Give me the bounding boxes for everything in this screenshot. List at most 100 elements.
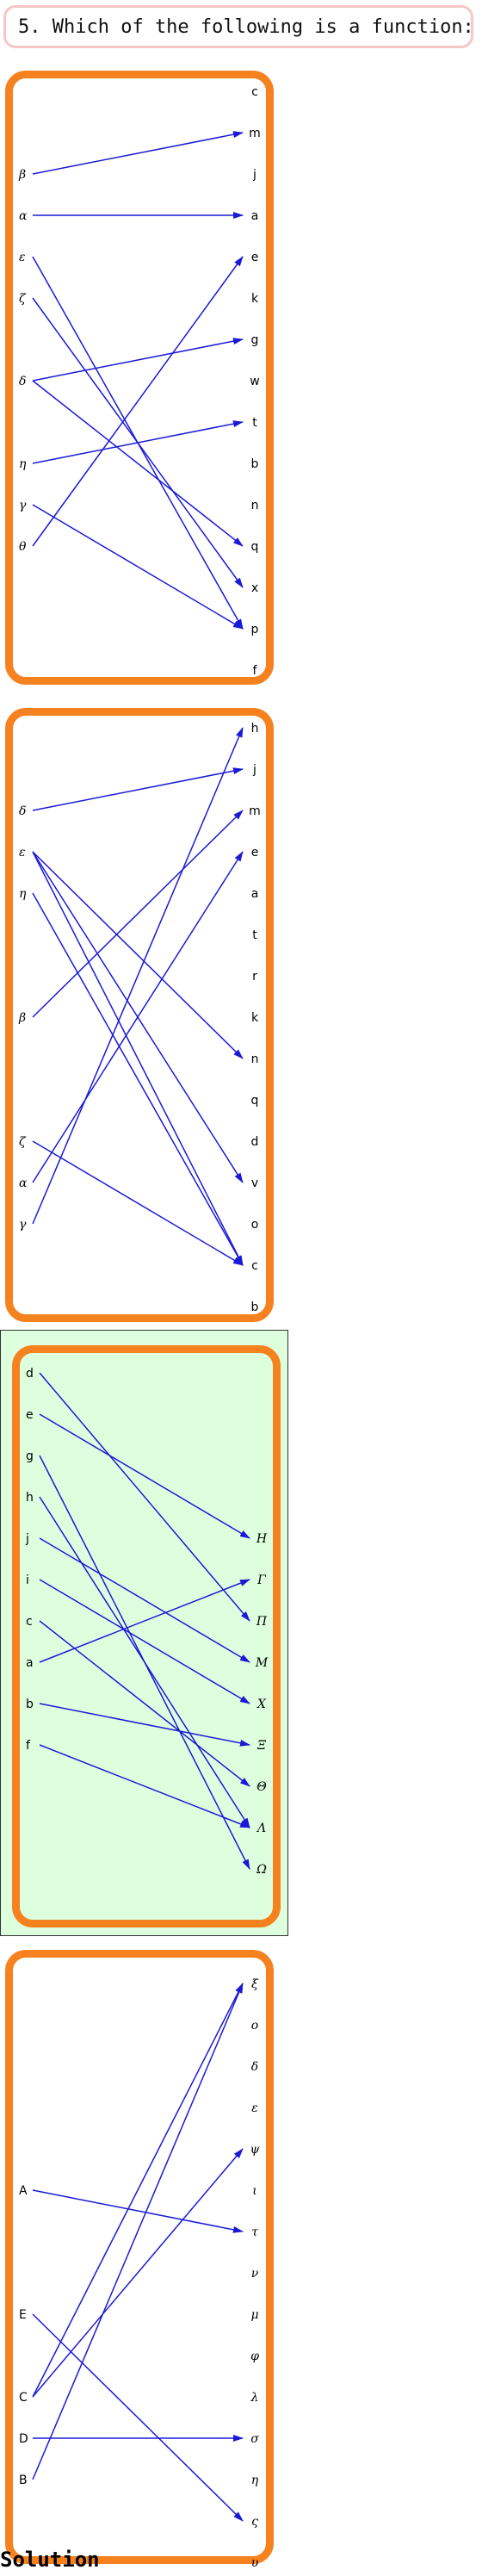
option-3-codomain-label: Ξ (256, 1739, 266, 1753)
option-4-mapping-arrow (32, 1983, 244, 2480)
option-1-codomain-label: f (253, 664, 258, 678)
option-2-mapping-arrow (32, 851, 244, 1183)
option-4-codomain-label: τ (251, 2225, 258, 2239)
option-2-codomain-label: t (252, 928, 257, 942)
option-3-domain-label: g (26, 1449, 34, 1463)
option-1-mapping-arrow (32, 256, 244, 547)
option-2-mapping-arrow (32, 810, 244, 1018)
option-2-codomain-label: j (252, 763, 256, 777)
option-3-domain-label: j (25, 1532, 29, 1546)
option-3-panel[interactable] (12, 1345, 281, 1927)
option-3-mapping-arrow (39, 1703, 250, 1747)
option-1-codomain-label: q (251, 540, 259, 554)
option-2-codomain-label: m (249, 804, 261, 818)
option-4-codomain-label: ψ (250, 2143, 261, 2157)
option-3-codomain-label: Μ (255, 1656, 269, 1670)
option-1-codomain-label: x (251, 581, 258, 595)
option-1-mapping-arrow (32, 380, 244, 547)
option-4-codomain-label: υ (251, 2556, 259, 2570)
option-4-codomain-label: φ (250, 2349, 259, 2363)
option-2-codomain-label: a (251, 887, 259, 901)
option-4-codomain-label: ε (251, 2101, 258, 2115)
option-2-domain-label: α (19, 1176, 28, 1190)
option-3-domain-label: c (26, 1615, 33, 1629)
option-1-panel[interactable] (5, 71, 274, 685)
option-2-mapping-arrow (32, 892, 244, 1266)
option-3-mapping-arrow (39, 1579, 250, 1663)
option-1-domain-label: η (19, 457, 27, 471)
option-4-codomain-label: δ (251, 2060, 258, 2074)
option-1-codomain-label: a (251, 209, 259, 223)
option-1-codomain-label: j (252, 168, 256, 182)
option-1-codomain-label: g (251, 333, 259, 347)
option-4-mapping-arrow (32, 2313, 244, 2522)
option-2-codomain-label: c (251, 1259, 258, 1273)
option-1-codomain-label: t (252, 416, 257, 430)
option-3-codomain-label: Θ (256, 1780, 267, 1794)
option-3-mapping-arrow (39, 1496, 250, 1828)
option-3-domain-label: e (26, 1408, 34, 1422)
option-3-mapping-arrow (39, 1620, 250, 1787)
option-2-codomain-label: n (251, 1052, 259, 1066)
option-3-codomain-label: Π (256, 1615, 268, 1629)
option-1-codomain-label: e (251, 251, 259, 264)
option-2-mapping-arrow (32, 727, 244, 1225)
option-2-domain-label: γ (19, 1218, 27, 1232)
option-1-domain-label: δ (19, 375, 26, 388)
option-1-domain-label: α (19, 209, 28, 223)
option-4-mapping-arrow (32, 2189, 244, 2233)
option-3-domain-label: d (26, 1367, 34, 1381)
option-4-mapping-arrow (32, 1983, 244, 2398)
option-1-domain-label: ζ (19, 292, 27, 306)
option-1-mapping-arrow (32, 131, 244, 175)
option-2-domain-label: η (19, 887, 27, 901)
solution-highlight (0, 1330, 288, 1936)
option-2-codomain-label: q (251, 1094, 259, 1108)
option-2-codomain-label: r (252, 970, 257, 984)
option-1-mapping-arrow (32, 504, 244, 630)
option-2-domain-label: ε (19, 846, 26, 860)
option-1-codomain-label: w (250, 375, 259, 388)
option-3-codomain-label: Γ (256, 1574, 267, 1587)
option-1-codomain-label: b (251, 457, 259, 471)
option-4-codomain-label: σ (250, 2432, 259, 2446)
option-4-codomain-label: ς (251, 2515, 258, 2529)
option-2-domain-label: δ (19, 804, 26, 818)
question-text: 5. Which of the following is a function: (3, 5, 474, 48)
option-4-domain-label: B (19, 2474, 28, 2487)
option-1-codomain-label: k (251, 292, 259, 306)
option-1-mapping-arrow (32, 420, 244, 464)
option-4-panel[interactable] (5, 1950, 274, 2564)
option-2-mapping-arrow (32, 767, 244, 811)
option-1-codomain-label: p (251, 623, 259, 636)
option-1-domain-label: ε (19, 251, 26, 264)
option-1-codomain-label: n (251, 499, 259, 512)
option-1-codomain-label: m (249, 127, 261, 140)
solution-label: Solution (0, 2548, 100, 2572)
option-4-codomain-label: ξ (251, 1977, 259, 1991)
option-4-domain-label: A (19, 2184, 28, 2198)
option-4-codomain-label: η (251, 2474, 259, 2487)
option-2-domain-label: β (18, 1011, 26, 1025)
option-2-panel[interactable] (5, 708, 274, 1322)
option-3-mapping-arrow (39, 1372, 250, 1622)
option-1-domain-label: γ (19, 499, 27, 512)
option-3-domain-label: b (26, 1698, 34, 1711)
option-3-domain-label: i (26, 1574, 29, 1587)
option-4-codomain-label: λ (250, 2391, 259, 2405)
option-4-domain-label: E (19, 2308, 27, 2322)
option-4-codomain-label: μ (250, 2308, 258, 2322)
option-1-domain-label: β (18, 168, 26, 182)
option-3-mapping-arrow (39, 1413, 250, 1539)
option-2-codomain-label: e (251, 846, 259, 860)
option-2-domain-label: ζ (19, 1135, 27, 1149)
option-4-domain-label: D (19, 2432, 28, 2446)
option-4-codomain-label: ν (251, 2267, 259, 2281)
option-4-domain-label: C (19, 2391, 28, 2405)
option-2-codomain-label: h (251, 722, 259, 736)
option-2-codomain-label: k (251, 1011, 259, 1025)
option-4-codomain-label: ο (251, 2019, 258, 2033)
option-4-mapping-arrow (32, 2148, 244, 2398)
option-2-codomain-label: b (251, 1300, 259, 1314)
